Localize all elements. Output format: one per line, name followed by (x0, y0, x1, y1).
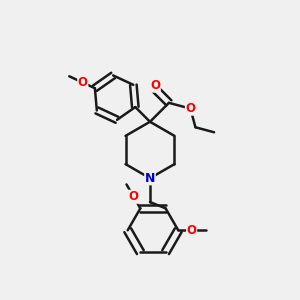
Text: N: N (145, 172, 155, 185)
Text: O: O (78, 76, 88, 89)
Text: O: O (129, 190, 139, 203)
Text: O: O (150, 79, 160, 92)
Text: O: O (187, 224, 196, 237)
Text: O: O (185, 102, 195, 115)
